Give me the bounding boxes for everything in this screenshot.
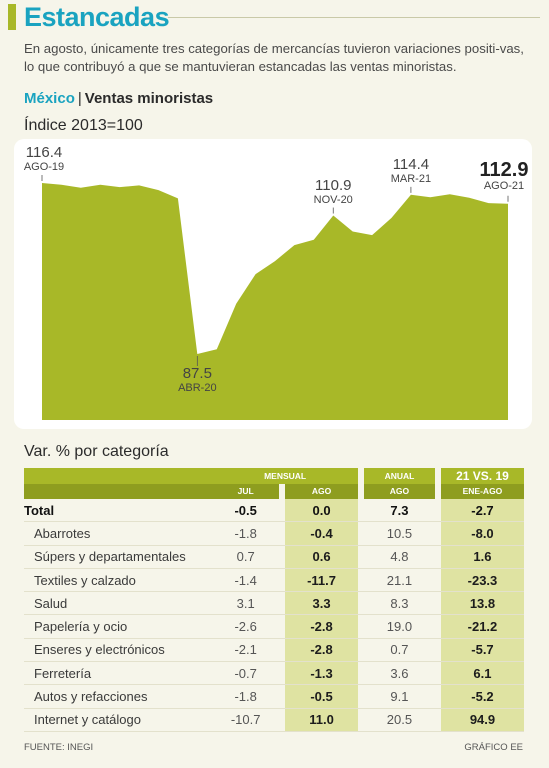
cell-jul: -1.4 <box>212 568 280 593</box>
cell-ago-anual: 3.6 <box>364 661 435 686</box>
subtitle-separator: | <box>77 90 82 107</box>
cell-ago-anual: 9.1 <box>364 684 435 709</box>
table-row: Internet y catálogo -10.7 11.0 20.5 94.9 <box>24 708 524 732</box>
cell-ene-ago: -23.3 <box>440 568 524 593</box>
row-category: Enseres y electrónicos <box>24 638 213 663</box>
page-title: Estancadas <box>24 2 170 32</box>
title-divider <box>168 17 540 18</box>
cell-ago-mensual: 0.6 <box>285 545 358 569</box>
table-row: Ferretería -0.7 -1.3 3.6 6.1 <box>24 661 524 686</box>
cell-ago-anual: 19.0 <box>364 614 435 639</box>
cell-jul: 3.1 <box>212 591 280 616</box>
row-category: Súpers y departamentales <box>24 545 213 569</box>
annotation-abr-20: 87.5 ABR-20 <box>178 365 217 395</box>
row-category: Abarrotes <box>24 521 213 546</box>
cell-ago-mensual: 0.0 <box>285 499 358 523</box>
group-header-anual: ANUAL <box>364 468 435 484</box>
y-axis-unit: Índice 2013=100 <box>24 117 143 134</box>
row-category: Papelería y ocio <box>24 614 213 639</box>
cell-jul: -0.7 <box>212 661 280 686</box>
cell-ago-anual: 20.5 <box>364 708 435 732</box>
col-header-jul: JUL <box>212 484 280 499</box>
group-header-mensual: MENSUAL <box>212 468 358 484</box>
cell-jul: -10.7 <box>212 708 280 732</box>
cell-ene-ago: 94.9 <box>440 708 524 732</box>
cell-ago-anual: 0.7 <box>364 638 435 663</box>
col-header-ago-anual: AGO <box>364 484 435 499</box>
title-accent-bar <box>8 4 16 30</box>
series-title: Ventas minoristas <box>84 90 214 107</box>
series-area <box>42 183 508 420</box>
cell-ago-mensual: -2.8 <box>285 614 358 639</box>
cell-jul: -0.5 <box>212 499 280 523</box>
row-category: Ferretería <box>24 661 213 686</box>
row-category: Autos y refacciones <box>24 684 213 709</box>
cell-ago-mensual: -11.7 <box>285 568 358 593</box>
cell-ene-ago: -21.2 <box>440 614 524 639</box>
cell-jul: -2.1 <box>212 638 280 663</box>
cell-ene-ago: 13.8 <box>440 591 524 616</box>
table-row-total: Total -0.5 0.0 7.3 -2.7 <box>24 499 524 523</box>
annotation-nov-20: 110.9 NOV-20 <box>313 176 353 206</box>
row-category: Salud <box>24 591 213 616</box>
table-column-header: JUL AGO AGO ENE-AGO <box>24 484 524 499</box>
cell-ago-mensual: -2.8 <box>285 638 358 663</box>
group-header-21-vs-19: 21 VS. 19 <box>440 468 524 484</box>
cell-ago-mensual: -0.5 <box>285 684 358 709</box>
cell-jul: -1.8 <box>212 521 280 546</box>
table-row: Salud 3.1 3.3 8.3 13.8 <box>24 591 524 616</box>
table-group-header: MENSUAL ANUAL 21 VS. 19 <box>24 468 524 484</box>
table-row: Súpers y departamentales 0.7 0.6 4.8 1.6 <box>24 545 524 569</box>
cell-ago-anual: 7.3 <box>364 499 435 523</box>
annotation-markers <box>41 175 509 366</box>
cell-ago-mensual: 11.0 <box>285 708 358 732</box>
row-category: Total <box>24 499 213 523</box>
cell-ago-mensual: 3.3 <box>285 591 358 616</box>
table-row: Autos y refacciones -1.8 -0.5 9.1 -5.2 <box>24 684 524 709</box>
cell-ene-ago: 1.6 <box>440 545 524 569</box>
col-header-ene-ago: ENE-AGO <box>440 484 524 499</box>
source-note: FUENTE: INEGI <box>24 742 94 753</box>
cell-jul: 0.7 <box>212 545 280 569</box>
cell-ene-ago: 6.1 <box>440 661 524 686</box>
cell-ago-anual: 8.3 <box>364 591 435 616</box>
cell-jul: -2.6 <box>212 614 280 639</box>
annotation-mar-21: 114.4 MAR-21 <box>390 155 432 185</box>
table-row: Abarrotes -1.8 -0.4 10.5 -8.0 <box>24 521 524 546</box>
table-row: Textiles y calzado -1.4 -11.7 21.1 -23.3 <box>24 568 524 593</box>
table-title: Var. % por categoría <box>24 443 169 460</box>
chart-subtitle: México | Ventas minoristas <box>24 89 213 109</box>
cell-ago-mensual: -0.4 <box>285 521 358 546</box>
category-table: MENSUAL ANUAL 21 VS. 19 JUL AGO AGO ENE-… <box>24 468 524 732</box>
table-row: Papelería y ocio -2.6 -2.8 19.0 -21.2 <box>24 614 524 639</box>
cell-ago-anual: 4.8 <box>364 545 435 569</box>
cell-ene-ago: -8.0 <box>440 521 524 546</box>
cell-ago-anual: 10.5 <box>364 521 435 546</box>
cell-ene-ago: -5.7 <box>440 638 524 663</box>
country-label: México <box>24 90 75 107</box>
col-header-ago-mensual: AGO <box>285 484 358 499</box>
cell-ago-anual: 21.1 <box>364 568 435 593</box>
cell-ene-ago: -5.2 <box>440 684 524 709</box>
annotation-ago-19: 116.4 AGO-19 <box>23 144 65 174</box>
description: En agosto, únicamente tres categorías de… <box>24 41 524 74</box>
annotation-ago-21: 112.9 AGO-21 <box>479 158 529 192</box>
graphic-credit: GRÁFICO EE <box>464 742 523 753</box>
table-row: Enseres y electrónicos -2.1 -2.8 0.7 -5.7 <box>24 638 524 663</box>
row-category: Internet y catálogo <box>24 708 213 732</box>
cell-jul: -1.8 <box>212 684 280 709</box>
row-category: Textiles y calzado <box>24 568 213 593</box>
cell-ago-mensual: -1.3 <box>285 661 358 686</box>
cell-ene-ago: -2.7 <box>440 499 524 523</box>
